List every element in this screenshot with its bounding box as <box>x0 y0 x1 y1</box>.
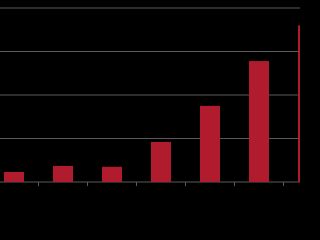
bar <box>200 105 220 182</box>
bar <box>4 171 24 182</box>
page: {"chart_data": {"type": "bar", "categori… <box>0 7 300 186</box>
chart <box>0 7 300 186</box>
bar <box>298 25 300 183</box>
bar <box>151 141 171 182</box>
bar <box>249 61 269 182</box>
bar <box>53 165 73 182</box>
bar <box>102 166 122 182</box>
